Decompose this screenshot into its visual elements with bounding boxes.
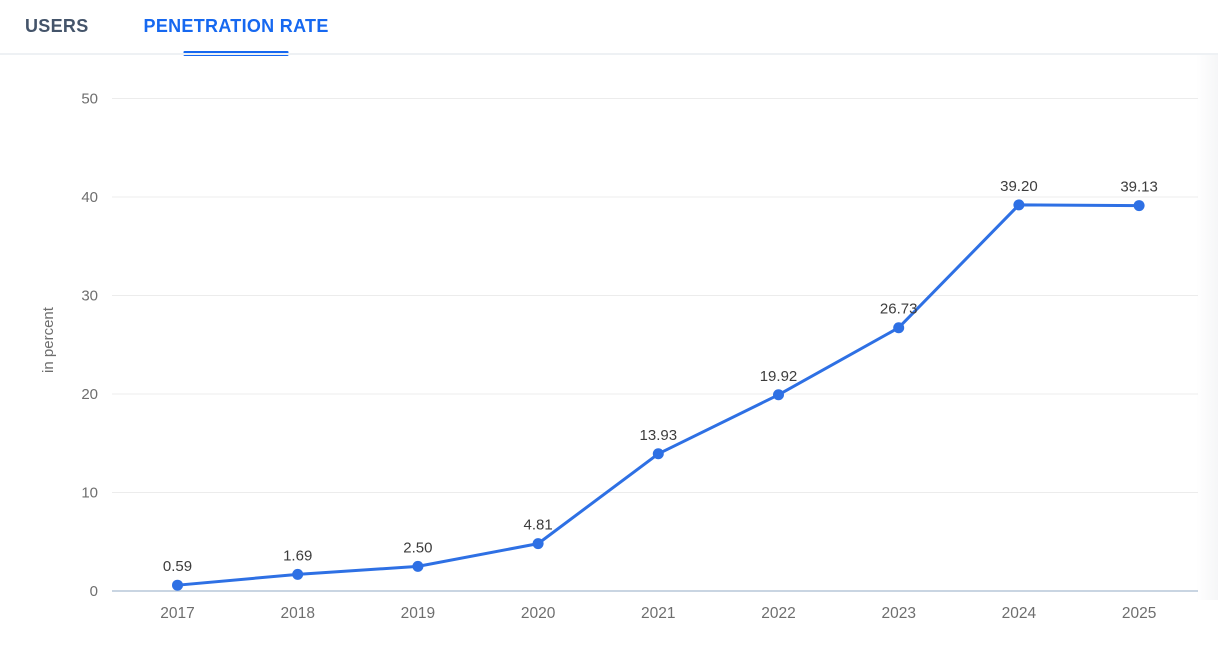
tab-bar-divider <box>0 53 1218 55</box>
data-point-label: 1.69 <box>283 547 312 564</box>
x-axis-tick-label: 2023 <box>881 605 915 622</box>
chart-tabs: USERS PENETRATION RATE <box>0 0 1218 56</box>
data-point <box>652 448 664 460</box>
data-point <box>773 389 784 401</box>
data-point-label: 39.20 <box>1000 178 1038 195</box>
x-axis-tick-label: 2017 <box>160 605 194 622</box>
x-axis-tick-label: 2020 <box>521 605 556 622</box>
data-point-label: 39.13 <box>1120 179 1158 196</box>
y-axis-tick-label: 0 <box>90 583 98 600</box>
y-axis-tick-label: 20 <box>81 386 98 403</box>
data-point <box>292 568 304 580</box>
y-axis-title: in percent <box>40 306 57 373</box>
x-axis-tick-label: 2019 <box>401 605 435 622</box>
data-point-label: 26.73 <box>880 301 918 318</box>
tab-users[interactable]: USERS <box>25 0 89 53</box>
y-axis-tick-label: 10 <box>81 485 98 502</box>
data-point-label: 0.59 <box>163 558 192 575</box>
data-point-label: 2.50 <box>403 539 432 556</box>
x-axis-tick-label: 2025 <box>1122 605 1156 622</box>
data-point <box>1013 199 1025 211</box>
y-axis-tick-label: 30 <box>81 288 98 305</box>
y-axis-tick-label: 50 <box>81 91 98 108</box>
y-axis-tick-label: 40 <box>81 189 98 206</box>
data-point-label: 13.93 <box>640 427 678 444</box>
data-point <box>1133 200 1145 212</box>
data-point-label: 19.92 <box>760 368 798 385</box>
series-line <box>176 203 1141 587</box>
x-axis-tick-label: 2021 <box>641 605 675 622</box>
data-point <box>412 560 424 572</box>
data-point <box>532 538 544 550</box>
penetration-rate-chart: 0 10 20 30 40 50 in percent 2017 2018 2019 2020 202… <box>0 55 1218 655</box>
tab-penetration-rate-label: PENETRATION RATE <box>143 16 329 36</box>
x-axis-tick-label: 2018 <box>280 605 314 622</box>
x-axis-tick-label: 2024 <box>1002 605 1037 622</box>
data-point-label: 4.81 <box>523 517 552 534</box>
tab-users-label: USERS <box>25 16 89 36</box>
data-point <box>172 579 183 591</box>
tab-penetration-rate[interactable]: PENETRATION RATE <box>143 0 329 56</box>
x-axis-tick-label: 2022 <box>761 605 795 622</box>
data-point <box>893 322 905 334</box>
chart-canvas: 0 10 20 30 40 50 in percent 2017 2018 2019 2020 202… <box>40 91 1198 622</box>
